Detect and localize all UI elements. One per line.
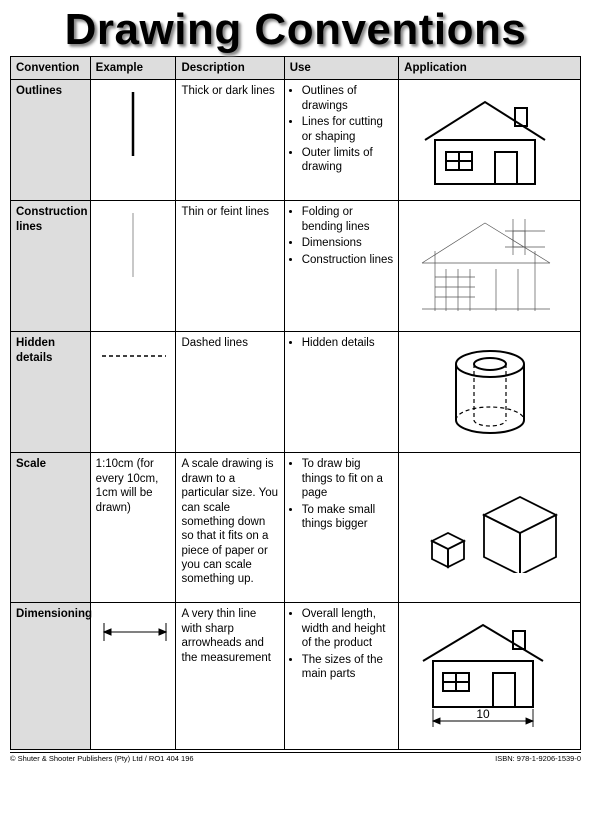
footer-left: © Shuter & Shooter Publishers (Pty) Ltd … bbox=[10, 754, 194, 763]
use-item: Folding or bending lines bbox=[302, 205, 393, 234]
row-example: 1:10cm (for every 10cm, 1cm will be draw… bbox=[90, 453, 176, 603]
application-cylinder-hidden-icon bbox=[435, 342, 545, 442]
col-header-application: Application bbox=[399, 57, 581, 80]
use-item: Construction lines bbox=[302, 253, 393, 267]
example-construction-line-icon bbox=[113, 205, 153, 285]
row-convention: Scale bbox=[11, 453, 91, 603]
page-title: Drawing Conventions bbox=[10, 8, 581, 52]
row-example bbox=[90, 80, 176, 201]
table-row: Construction lines Thin or feint lines F… bbox=[11, 201, 581, 332]
use-item: The sizes of the main parts bbox=[302, 653, 393, 682]
row-example bbox=[90, 201, 176, 332]
application-house-outline-icon bbox=[410, 90, 570, 190]
row-example bbox=[90, 332, 176, 453]
use-item: Hidden details bbox=[302, 336, 393, 350]
row-application bbox=[399, 453, 581, 603]
row-application: 10 bbox=[399, 603, 581, 750]
row-description: Dashed lines bbox=[176, 332, 284, 453]
row-description: A scale drawing is drawn to a particular… bbox=[176, 453, 284, 603]
row-uses: To draw big things to fit on a page To m… bbox=[284, 453, 398, 603]
col-header-description: Description bbox=[176, 57, 284, 80]
row-description: A very thin line with sharp arrowheads a… bbox=[176, 603, 284, 750]
table-row: Dimensioning A very thin line with sharp… bbox=[11, 603, 581, 750]
row-application bbox=[399, 80, 581, 201]
row-uses: Outlines of drawings Lines for cutting o… bbox=[284, 80, 398, 201]
conventions-table: Convention Example Description Use Appli… bbox=[10, 56, 581, 750]
row-uses: Overall length, width and height of the … bbox=[284, 603, 398, 750]
row-description: Thin or feint lines bbox=[176, 201, 284, 332]
use-item: Overall length, width and height of the … bbox=[302, 607, 393, 650]
row-uses: Hidden details bbox=[284, 332, 398, 453]
table-row: Scale 1:10cm (for every 10cm, 1cm will b… bbox=[11, 453, 581, 603]
table-row: Hidden details Dashed lines Hidden detai… bbox=[11, 332, 581, 453]
row-application bbox=[399, 201, 581, 332]
use-item: Outlines of drawings bbox=[302, 84, 393, 113]
table-row: Outlines Thick or dark lines Outlines of… bbox=[11, 80, 581, 201]
col-header-convention: Convention bbox=[11, 57, 91, 80]
row-application bbox=[399, 332, 581, 453]
col-header-use: Use bbox=[284, 57, 398, 80]
footer-right: ISBN: 978-1-9206-1539-0 bbox=[495, 754, 581, 763]
example-dashed-line-icon bbox=[96, 336, 172, 376]
dimension-value: 10 bbox=[476, 707, 490, 721]
application-house-dimension-icon: 10 bbox=[405, 613, 575, 739]
use-item: Outer limits of drawing bbox=[302, 146, 393, 175]
row-convention: Outlines bbox=[11, 80, 91, 201]
use-item: Lines for cutting or shaping bbox=[302, 115, 393, 144]
row-description: Thick or dark lines bbox=[176, 80, 284, 201]
page-footer: © Shuter & Shooter Publishers (Pty) Ltd … bbox=[10, 752, 581, 763]
example-outline-icon bbox=[113, 84, 153, 164]
row-convention: Hidden details bbox=[11, 332, 91, 453]
row-convention: Construction lines bbox=[11, 201, 91, 332]
col-header-example: Example bbox=[90, 57, 176, 80]
application-house-construction-icon bbox=[410, 211, 570, 321]
row-convention: Dimensioning bbox=[11, 603, 91, 750]
row-example bbox=[90, 603, 176, 750]
row-uses: Folding or bending lines Dimensions Cons… bbox=[284, 201, 398, 332]
application-scale-cubes-icon bbox=[406, 463, 574, 573]
example-dimension-line-icon bbox=[96, 607, 174, 657]
use-item: To draw big things to fit on a page bbox=[302, 457, 393, 500]
table-header-row: Convention Example Description Use Appli… bbox=[11, 57, 581, 80]
use-item: To make small things bigger bbox=[302, 503, 393, 532]
use-item: Dimensions bbox=[302, 236, 393, 250]
